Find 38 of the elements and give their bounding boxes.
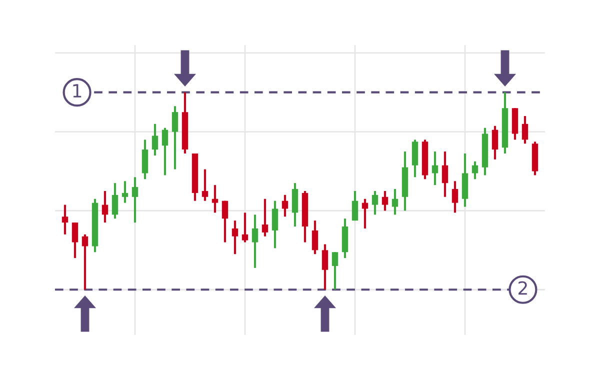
annotation: 1 (73, 84, 82, 98)
candlestick (172, 105, 178, 170)
candlestick (522, 114, 528, 145)
candlestick (272, 200, 278, 250)
candlestick (382, 190, 388, 212)
candlestick (292, 182, 298, 228)
candlestick (432, 150, 438, 186)
candlestick (372, 190, 378, 216)
candlestick (112, 182, 118, 220)
candlestick (212, 184, 218, 214)
candlestick (252, 214, 258, 269)
candlestick (222, 200, 228, 244)
candlestick (472, 160, 478, 180)
candlestick (362, 198, 368, 230)
candlestick (132, 176, 138, 224)
candlestick (262, 198, 268, 238)
candlestick (102, 190, 108, 224)
candlestick (412, 138, 418, 178)
candlestick (282, 194, 288, 218)
annotation: 2 (518, 281, 527, 295)
candlestick (392, 188, 398, 216)
candlestick (452, 180, 458, 214)
candlestick (352, 190, 358, 222)
candlestick (242, 212, 248, 244)
candlestick (162, 126, 168, 176)
candlestick (62, 204, 68, 236)
candlestick (142, 138, 148, 180)
candlestick (492, 124, 498, 160)
candlestick (152, 122, 158, 157)
candlestick (332, 251, 338, 291)
candlestick (322, 243, 328, 291)
candlestick (122, 180, 128, 204)
candlestick (442, 150, 448, 198)
candlestick (82, 233, 88, 291)
candlestick (202, 168, 208, 202)
candlestick (72, 222, 78, 260)
candlestick (232, 220, 238, 256)
candlestick (312, 220, 318, 256)
